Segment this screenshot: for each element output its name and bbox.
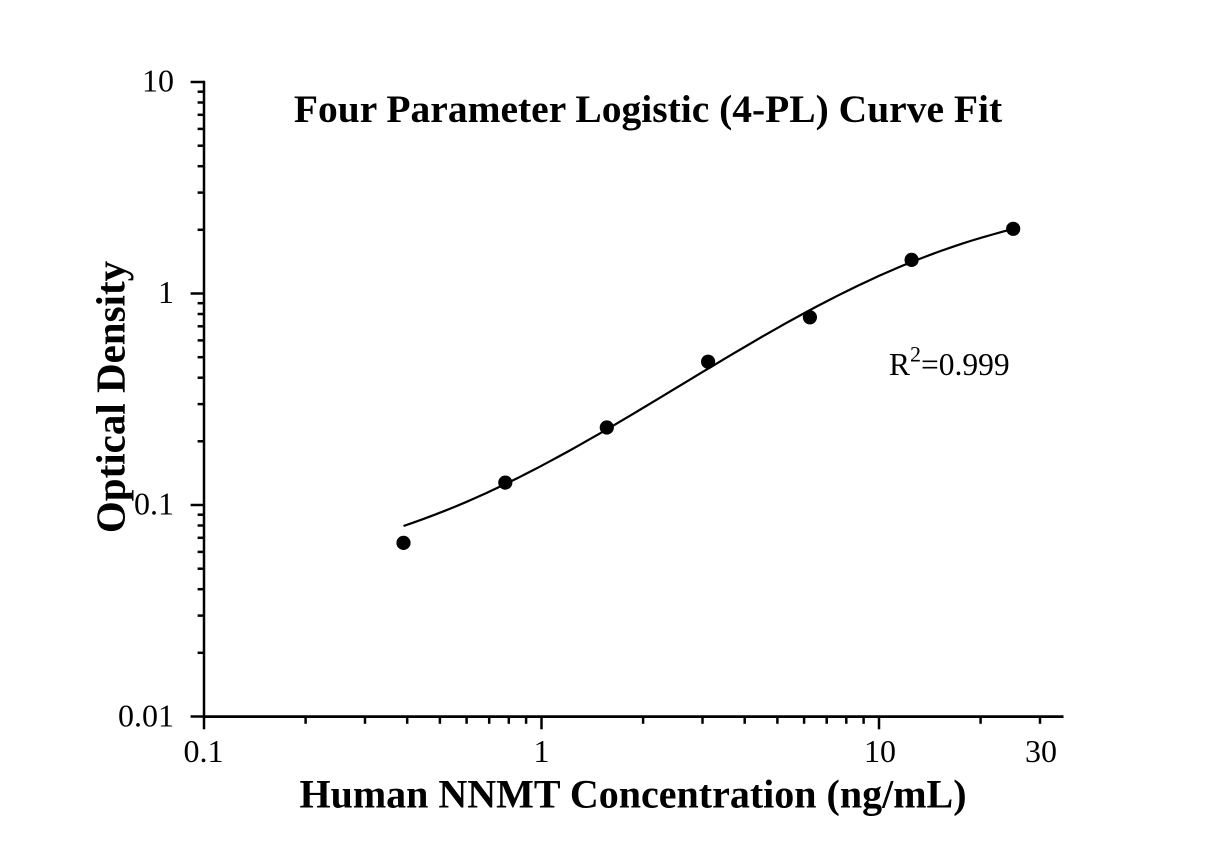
svg-text:10: 10 bbox=[864, 733, 896, 769]
svg-text:0.01: 0.01 bbox=[118, 697, 174, 733]
svg-text:1: 1 bbox=[534, 733, 550, 769]
svg-text:R2=0.999: R2=0.999 bbox=[889, 342, 1010, 382]
svg-text:30: 30 bbox=[1025, 733, 1057, 769]
svg-text:1: 1 bbox=[158, 274, 174, 310]
svg-text:Four Parameter Logistic (4-PL): Four Parameter Logistic (4-PL) Curve Fit bbox=[294, 87, 1002, 131]
svg-text:Human NNMT Concentration (ng/m: Human NNMT Concentration (ng/mL) bbox=[299, 772, 966, 817]
svg-text:Optical Density: Optical Density bbox=[88, 260, 134, 533]
svg-text:10: 10 bbox=[142, 63, 174, 99]
svg-text:0.1: 0.1 bbox=[134, 486, 174, 522]
svg-text:0.1: 0.1 bbox=[184, 733, 224, 769]
